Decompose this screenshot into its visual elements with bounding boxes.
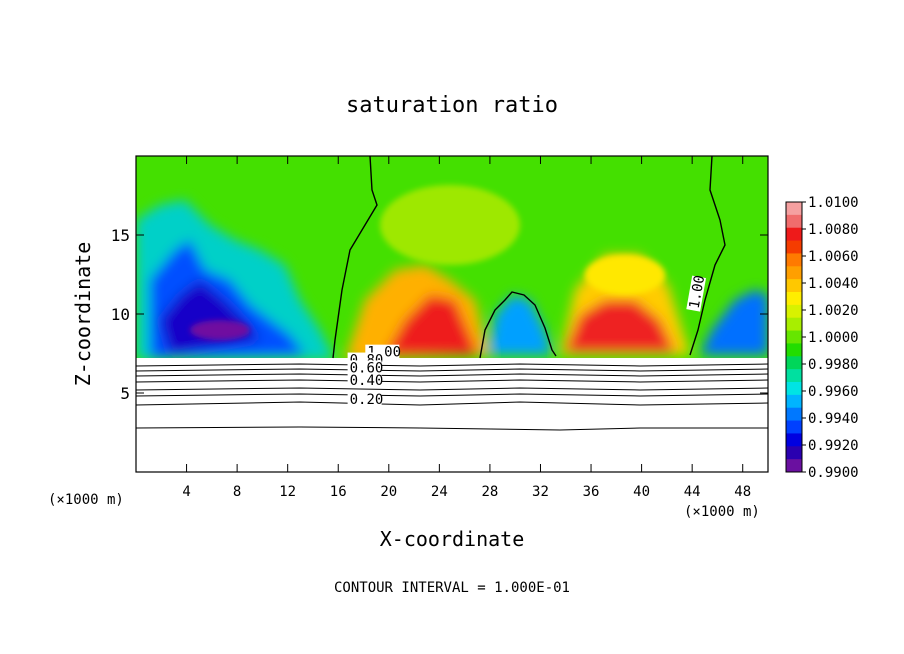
field-magenta-left (190, 320, 250, 340)
colorbar-segment (786, 394, 802, 409)
contour-line-1.00-right (689, 156, 726, 356)
colorbar-segment (786, 253, 802, 267)
contour-label: 0.40 (350, 373, 384, 389)
contour-line-0.60 (136, 373, 768, 377)
colorbar-segment (786, 304, 802, 319)
x-tick-label: 36 (583, 484, 600, 500)
field-light-green-center (380, 185, 520, 265)
y-axis-ticks: 5 10 15 (111, 226, 768, 403)
x-axis-label: X-coordinate (380, 527, 525, 551)
colorbar-label: 0.9960 (808, 384, 859, 400)
colorbar: 1.0100 1.0080 1.0060 1.0040 1.0020 1.0000 0.99… (785, 195, 859, 481)
colorbar-segment (786, 420, 802, 434)
contour-label-bg (686, 275, 707, 312)
colorbar-segment (786, 446, 802, 460)
colorbar-segment (786, 356, 802, 370)
field-red-right (565, 300, 675, 352)
colorbar-segment (786, 330, 802, 344)
contour-line-0.50 (136, 379, 768, 383)
colorbar-segment (786, 227, 802, 242)
y-tick-label: 10 (111, 305, 130, 324)
colorbar-segment (786, 317, 802, 332)
x-tick-label: 4 (182, 484, 190, 500)
contour-line-0.20 (136, 401, 768, 406)
colorbar-segment (786, 433, 802, 447)
colorbar-segment (786, 202, 802, 216)
x-unit-label-left: (×1000 m) (48, 492, 124, 508)
y-axis-label: Z-coordinate (71, 242, 95, 387)
contour-labels: 1.000.800.600.400.201.00 (347, 274, 709, 408)
colorbar-segment (786, 382, 802, 396)
x-tick-label: 20 (380, 484, 397, 500)
x-tick-label: 28 (481, 484, 498, 500)
contour-label-bg (347, 360, 382, 375)
y-tick-label: 5 (120, 384, 130, 403)
contour-line-0.70 (136, 368, 768, 372)
colorbar-label: 1.0040 (808, 276, 859, 292)
contour-line-0.80 (136, 363, 768, 367)
colorbar-segment (786, 407, 802, 422)
contour-line-0.40 (136, 387, 768, 391)
field-yellow-right (585, 255, 665, 295)
x-unit-label-right: (×1000 m) (684, 504, 760, 520)
x-tick-label: 12 (279, 484, 296, 500)
contour-line-1.00-left (332, 156, 378, 359)
colorbar-segment (786, 343, 802, 357)
field-blue-center (488, 295, 552, 355)
subsaturated-layer (136, 358, 768, 472)
contour-label: 1.00 (687, 274, 709, 310)
colorbar-segment (786, 369, 802, 383)
colorbar-segment (786, 292, 802, 306)
contour-label: 0.60 (350, 360, 384, 376)
plot-area: 1.000.800.600.400.201.00 (136, 156, 768, 472)
y-tick-label: 15 (111, 226, 130, 245)
contour-line-0.10 (136, 426, 768, 431)
colorbar-label: 1.0100 (808, 195, 859, 211)
colorbar-segment (786, 240, 802, 254)
x-tick-label: 32 (532, 484, 549, 500)
x-tick-label: 40 (633, 484, 650, 500)
field-blue-right (700, 290, 768, 355)
colorbar-label: 0.9940 (808, 411, 859, 427)
contour-line-1.00-center (479, 291, 557, 359)
x-tick-label: 24 (431, 484, 448, 500)
field-red-center (385, 295, 478, 355)
colorbar-segment (786, 459, 802, 473)
contour-interval-footer: CONTOUR INTERVAL = 1.000E-01 (334, 580, 570, 596)
x-tick-label: 16 (330, 484, 347, 500)
colorbar-label: 1.0060 (808, 249, 859, 265)
colorbar-segment (786, 279, 802, 293)
contour-label-bg (347, 373, 382, 388)
contour-line-0.30 (136, 393, 768, 397)
colorbar-label: 0.9920 (808, 438, 859, 454)
x-tick-label: 44 (684, 484, 701, 500)
contour-label-bg (347, 392, 382, 407)
colorbar-label: 1.0020 (808, 303, 859, 319)
colorbar-label: 0.9980 (808, 357, 859, 373)
contour-label: 0.20 (350, 392, 384, 408)
colorbar-label: 1.0080 (808, 222, 859, 238)
colorbar-segment (786, 214, 802, 229)
colorbar-label: 1.0000 (808, 330, 859, 346)
chart-title: saturation ratio (346, 93, 558, 118)
x-tick-label: 8 (233, 484, 241, 500)
colorbar-segment (786, 266, 802, 280)
x-tick-label: 48 (734, 484, 751, 500)
x-axis-ticks: 4 8 12 16 20 24 28 32 36 40 44 48 (182, 156, 751, 500)
colorbar-label: 0.9900 (808, 465, 859, 481)
saturation-field (136, 156, 768, 472)
